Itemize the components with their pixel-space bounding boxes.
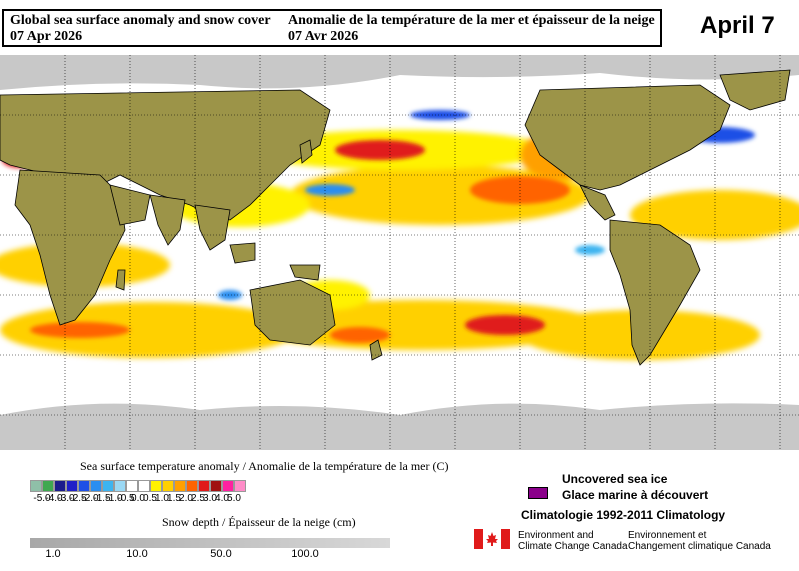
- snow-legend-title: Snow depth / Épaisseur de la neige (cm): [162, 515, 356, 529]
- date-english: 07 Apr 2026: [10, 29, 83, 44]
- sst-swatch: [102, 480, 114, 492]
- sst-tick-label: -0.5: [117, 493, 135, 504]
- sst-tick-label: 2.0: [179, 493, 193, 504]
- canada-flag-icon: [474, 529, 510, 549]
- sst-swatch: [198, 480, 210, 492]
- sst-tick-label: 1.5: [167, 493, 181, 504]
- sea-ice-label-english: Uncovered sea ice: [562, 472, 668, 486]
- sst-tick-label: 2.5: [191, 493, 205, 504]
- sst-swatch: [150, 480, 162, 492]
- sst-tick-label: 4.0: [215, 493, 229, 504]
- snow-tick-100: 100.0: [291, 548, 319, 560]
- sst-legend-title: Sea surface temperature anomaly / Anomal…: [80, 459, 449, 473]
- agency-french-line2: Changement climatique Canada: [628, 541, 771, 552]
- sst-swatch: [234, 480, 246, 492]
- sst-tick-label: 0.5: [143, 493, 157, 504]
- agency-english-line2: Climate Change Canada: [518, 541, 628, 552]
- title-box: Global sea surface anomaly and snow cove…: [2, 9, 662, 47]
- sst-tick-label: 3.0: [203, 493, 217, 504]
- japan: [299, 139, 313, 164]
- sst-swatch: [66, 480, 78, 492]
- arctic-snow: [0, 55, 799, 90]
- antarctic-ice: [0, 403, 799, 450]
- anomaly-map: [0, 55, 799, 450]
- sst-tick-label: -1.0: [105, 493, 123, 504]
- sst-swatch: [210, 480, 222, 492]
- sst-tick-label: -5.0: [33, 493, 51, 504]
- australia: [249, 279, 336, 346]
- title-english: Global sea surface anomaly and snow cove…: [10, 13, 271, 28]
- sst-swatch: [54, 480, 66, 492]
- sst-tick-label: -2.0: [81, 493, 99, 504]
- agency-english-line1: Environment and: [518, 530, 594, 541]
- sst-swatch: [30, 480, 42, 492]
- snow-tick-1: 1.0: [45, 548, 61, 560]
- sst-swatch: [114, 480, 126, 492]
- central-america: [579, 184, 616, 221]
- climatology-label: Climatologie 1992-2011 Climatology: [521, 508, 726, 522]
- sst-tick-label: -2.5: [69, 493, 87, 504]
- sst-swatch: [90, 480, 102, 492]
- sst-swatch: [174, 480, 186, 492]
- sst-tick-label: 1.0: [155, 493, 169, 504]
- sea-ice-swatch: [528, 487, 548, 499]
- sst-swatch: [126, 480, 138, 492]
- snow-depth-bar: [30, 538, 390, 548]
- header: Global sea surface anomaly and snow cove…: [0, 0, 799, 55]
- sst-swatch: [138, 480, 150, 492]
- north-america: [524, 84, 731, 191]
- sst-tick-label: -1.5: [93, 493, 111, 504]
- date-label: April 7: [700, 12, 775, 39]
- madagascar: [115, 269, 126, 291]
- sst-swatch: [222, 480, 234, 492]
- indochina: [194, 204, 231, 251]
- sst-swatch: [78, 480, 90, 492]
- snow-tick-10: 10.0: [126, 548, 148, 560]
- date-french: 07 Avr 2026: [288, 29, 359, 44]
- sst-tick-label: 0.0: [131, 493, 145, 504]
- greenland: [719, 69, 791, 111]
- borneo: [229, 242, 256, 264]
- sst-swatch: [162, 480, 174, 492]
- graticule: [0, 55, 799, 450]
- snow-tick-50: 50.0: [210, 548, 232, 560]
- sst-swatch: [186, 480, 198, 492]
- new-guinea: [289, 264, 321, 281]
- legend-area: [0, 450, 799, 571]
- sst-swatch: [42, 480, 54, 492]
- india: [149, 194, 186, 246]
- sst-tick-label: -3.0: [57, 493, 75, 504]
- sst-tick-label: -4.0: [45, 493, 63, 504]
- sst-tick-label: 5.0: [227, 493, 241, 504]
- agency-french-line1: Environnement et: [628, 530, 707, 541]
- sea-ice-label-french: Glace marine à découvert: [562, 488, 709, 502]
- title-french: Anomalie de la température de la mer et …: [288, 13, 655, 28]
